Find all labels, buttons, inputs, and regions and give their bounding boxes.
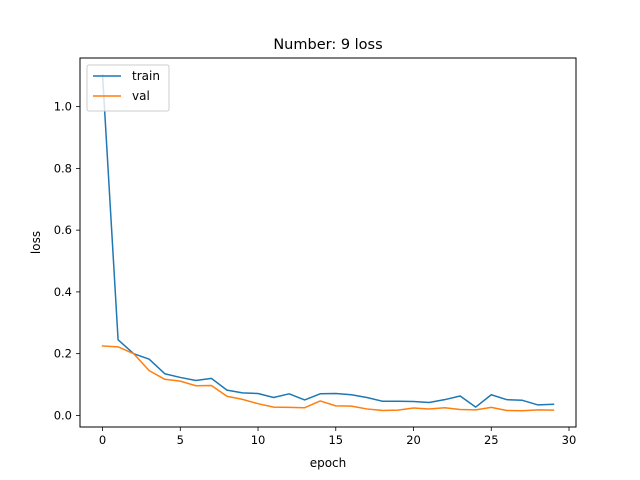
- x-tick-label: 30: [562, 433, 577, 447]
- y-tick-label: 0.8: [54, 161, 72, 175]
- legend-label-val: val: [132, 89, 150, 103]
- x-axis-label: epoch: [310, 456, 347, 470]
- x-tick-label: 25: [484, 433, 499, 447]
- x-axis-ticks: 0 5 10 15 20 25 30: [99, 427, 576, 447]
- plot-frame: [79, 57, 577, 428]
- y-tick-label: 0.0: [54, 408, 72, 422]
- y-tick-label: 0.4: [54, 285, 72, 299]
- plot-lines: [101, 74, 555, 412]
- legend-label-train: train: [132, 69, 160, 83]
- x-tick-label: 5: [177, 433, 184, 447]
- series-line-val: [101, 345, 555, 412]
- y-tick-label: 0.2: [54, 347, 72, 361]
- series-line-train: [101, 74, 555, 408]
- chart-title: Number: 9 loss: [273, 37, 382, 53]
- x-tick-label: 0: [99, 433, 106, 447]
- y-axis-label: loss: [29, 231, 43, 254]
- x-tick-label: 20: [406, 433, 421, 447]
- legend: train val: [86, 64, 170, 112]
- y-axis-ticks: 0.0 0.2 0.4 0.6 0.8 1.0: [54, 100, 80, 422]
- y-tick-label: 1.0: [54, 100, 72, 114]
- y-tick-label: 0.6: [54, 223, 72, 237]
- x-tick-label: 15: [328, 433, 343, 447]
- x-tick-label: 10: [251, 433, 266, 447]
